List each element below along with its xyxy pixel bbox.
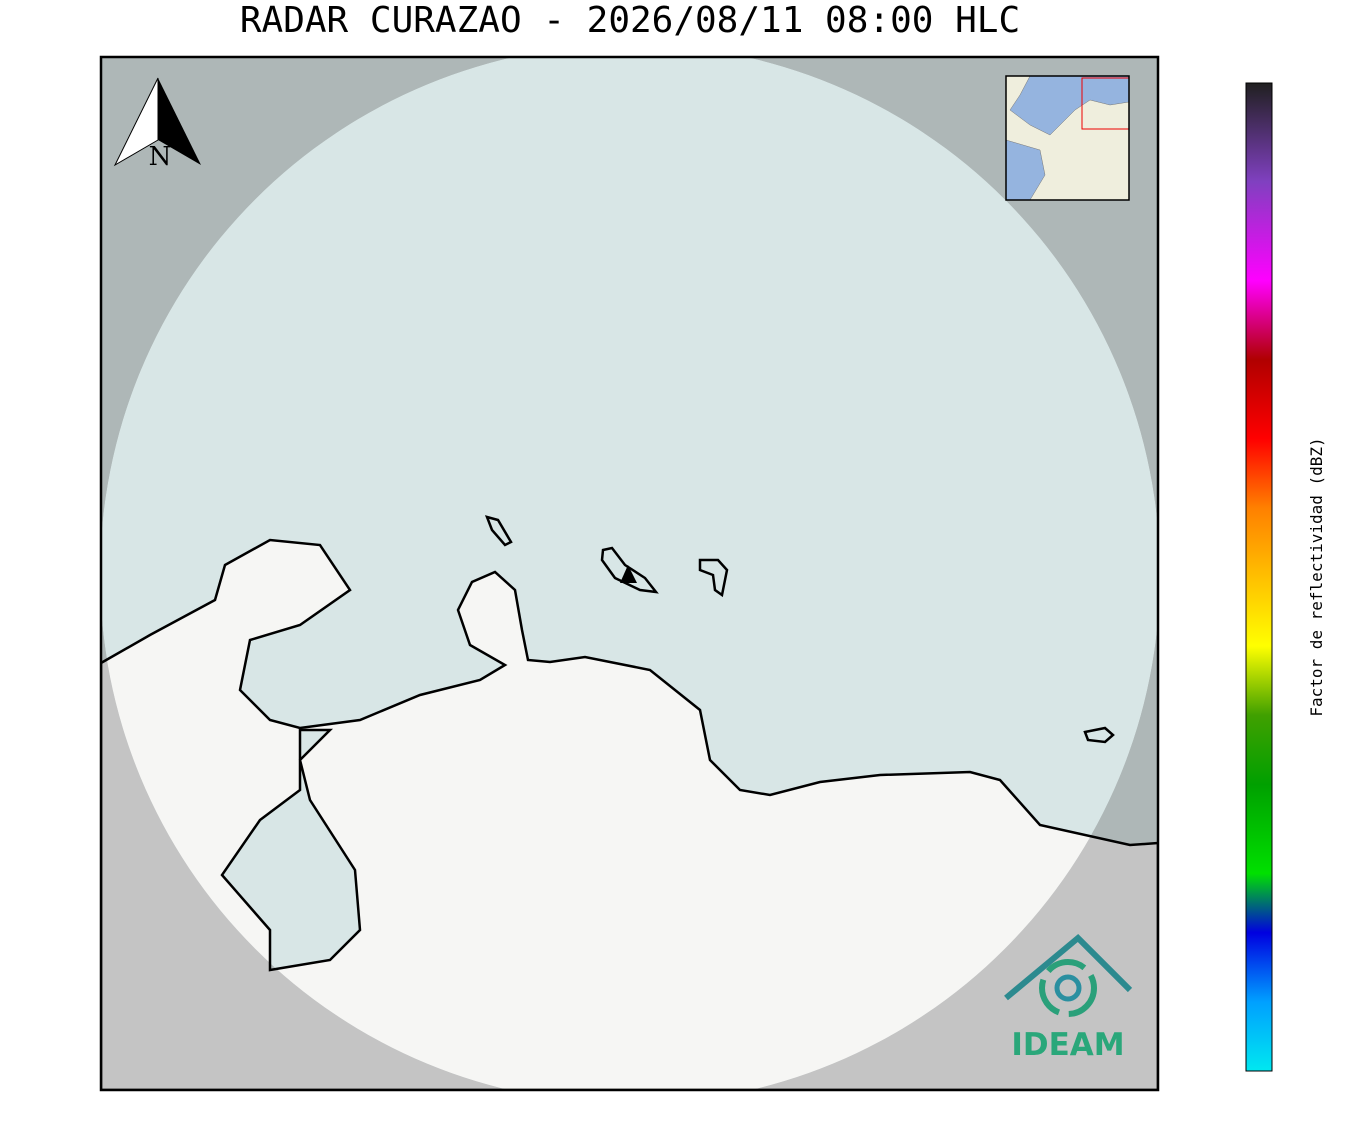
map: N IDEAM xyxy=(101,57,1158,1090)
bonaire xyxy=(698,558,729,598)
aruba xyxy=(484,515,513,547)
logo-text: IDEAM xyxy=(1011,1027,1124,1063)
colorbar-label: Factor de reflectividad (dBZ) xyxy=(1307,437,1326,716)
curacao xyxy=(600,546,659,594)
colorbar xyxy=(1245,82,1273,1072)
inset-map xyxy=(1005,75,1130,201)
north-arrow: N xyxy=(113,77,201,172)
title: RADAR CURAZAO - 2026/08/11 08:00 HLC xyxy=(240,0,1020,41)
radar-site xyxy=(620,565,637,583)
logo: IDEAM xyxy=(1004,933,1133,1063)
north-label: N xyxy=(149,142,172,172)
